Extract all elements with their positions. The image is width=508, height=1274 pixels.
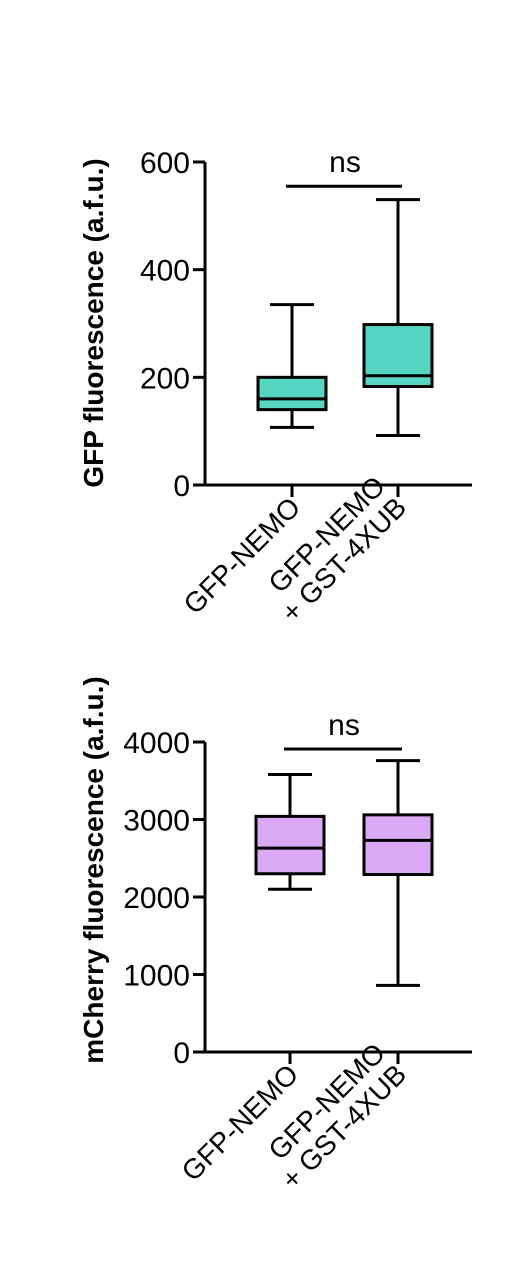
mcherry-box-1 bbox=[362, 813, 434, 877]
mcherry-y-tick-label-0: 0 bbox=[173, 1037, 190, 1070]
mcherry-y-tick-label-1: 1000 bbox=[123, 960, 190, 993]
gfp-y-tick-label-0: 0 bbox=[173, 470, 190, 503]
gfp-significance-label: ns bbox=[329, 146, 361, 179]
mcherry-y-tick-label-4: 4000 bbox=[123, 727, 190, 760]
mcherry-box-0 bbox=[254, 814, 326, 876]
mcherry-y-axis-label: mCherry fluorescence (a.f.u.) bbox=[78, 676, 109, 1063]
mcherry-category-label-1: GFP-NEMO+ GST-4XUB bbox=[254, 1037, 412, 1195]
gfp-y-tick-label-3: 600 bbox=[140, 147, 190, 180]
gfp-y-axis-label: GFP fluorescence (a.f.u.) bbox=[78, 158, 109, 487]
gfp-y-tick-label-1: 200 bbox=[140, 362, 190, 395]
gfp-y-tick-label-2: 400 bbox=[140, 255, 190, 288]
mcherry-y-tick-label-3: 3000 bbox=[123, 805, 190, 838]
mcherry-significance-label: ns bbox=[328, 709, 360, 742]
mcherry-y-tick-label-2: 2000 bbox=[123, 882, 190, 915]
gfp-box-0 bbox=[256, 375, 328, 412]
gfp-category-label-1: GFP-NEMO+ GST-4XUB bbox=[254, 470, 412, 628]
